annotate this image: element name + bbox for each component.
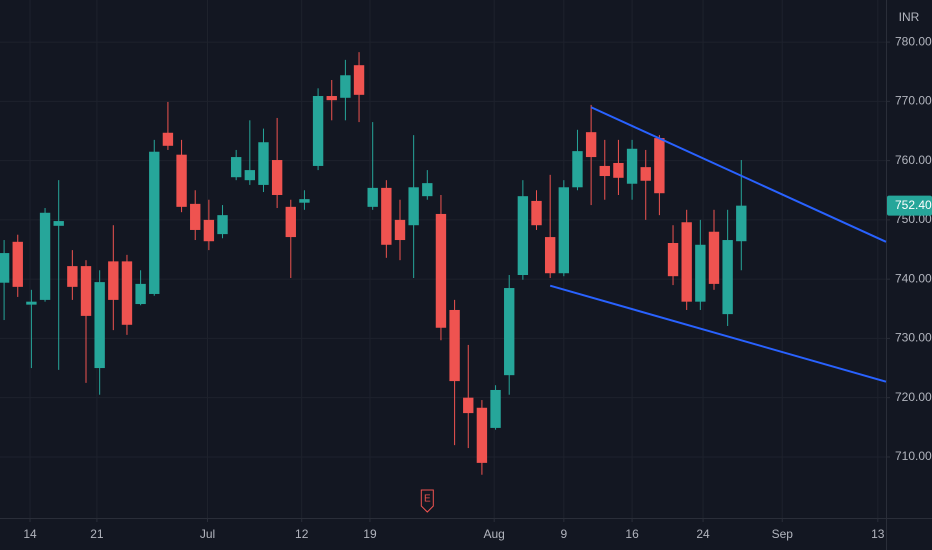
candle-body (26, 301, 37, 305)
candle-body (121, 261, 133, 325)
candle-body (353, 65, 365, 95)
candle-body (736, 205, 747, 242)
candle-body (381, 187, 392, 245)
y-tick-label: 740.00 (895, 271, 932, 285)
candle-body (572, 151, 583, 188)
candle-body (408, 187, 419, 226)
candle-body (654, 138, 665, 194)
candle-body (722, 240, 733, 315)
y-tick-label: 720.00 (895, 390, 932, 404)
y-tick-label: 760.00 (895, 153, 932, 167)
candle-body (53, 221, 64, 226)
y-tick-label: 710.00 (895, 449, 932, 463)
x-tick-label: 19 (363, 527, 377, 541)
candle-body (39, 212, 51, 300)
candle-body (613, 162, 624, 178)
candle-body (190, 203, 201, 230)
x-tick-label: 16 (625, 527, 639, 541)
candle-body (80, 266, 92, 316)
candle-body (585, 132, 597, 158)
last-price-label: 752.40 (895, 198, 932, 212)
trend-line (549, 284, 887, 383)
x-tick-label: Aug (484, 527, 505, 541)
candle-body (476, 407, 488, 463)
x-tick-label: 14 (23, 527, 37, 541)
candle-body (135, 283, 146, 305)
x-tick-label: 12 (295, 527, 309, 541)
x-tick-label: 9 (560, 527, 567, 541)
candle-body (94, 282, 105, 369)
candle-body (708, 231, 720, 284)
candle-body (667, 242, 679, 277)
candle-body (394, 219, 406, 241)
candle-body (517, 196, 529, 276)
x-tick-label: 21 (90, 527, 104, 541)
candle-body (558, 187, 570, 274)
candle-body (285, 206, 296, 238)
candle-body (367, 187, 378, 207)
candle-body (0, 253, 10, 283)
candle-body (504, 288, 515, 376)
candle-body (695, 244, 706, 302)
candle-body (108, 261, 119, 300)
candle-body (681, 222, 692, 302)
candle-body (244, 170, 256, 181)
y-tick-label: 730.00 (895, 331, 932, 345)
candle-body (67, 266, 78, 287)
candle-body (326, 96, 337, 101)
candle-body (162, 132, 174, 146)
candle-body (176, 154, 187, 207)
candle-body (312, 96, 324, 166)
candle-body (463, 397, 474, 414)
candle-body (531, 200, 542, 226)
candle-body (544, 237, 556, 274)
x-tick-label: 13 (871, 527, 885, 541)
candle-body (435, 213, 447, 328)
candle-body (258, 142, 269, 185)
y-tick-label: 770.00 (895, 94, 932, 108)
candle-body (640, 167, 651, 181)
candle-body (230, 157, 242, 178)
candle-body (422, 183, 433, 197)
candle-body (626, 148, 638, 184)
trend-line (590, 106, 887, 243)
event-marker (420, 489, 434, 513)
candle-body (149, 151, 160, 294)
candle-body (12, 241, 23, 287)
x-tick-label: Sep (772, 527, 794, 541)
x-tick-label: Jul (200, 527, 215, 541)
candle-body (490, 389, 501, 428)
last-price-box (887, 195, 932, 216)
candle-body (299, 199, 310, 203)
y-tick-label: 780.00 (895, 34, 932, 48)
event-marker-label: E (424, 494, 431, 505)
candle-body (599, 165, 610, 177)
candle-body (271, 160, 283, 195)
x-tick-label: 24 (696, 527, 710, 541)
candle-body (449, 309, 460, 382)
candle-body (217, 215, 228, 235)
currency-label: INR (899, 10, 920, 24)
candle-body (340, 75, 351, 98)
candle-body (203, 219, 215, 242)
